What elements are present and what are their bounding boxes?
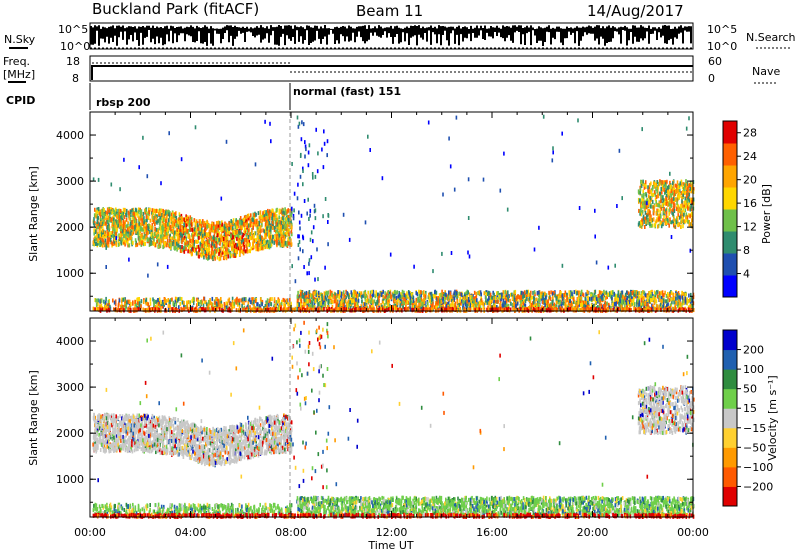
colorbar-segment	[723, 165, 737, 188]
noise-tick-left-top: 10^5	[58, 23, 88, 36]
noise-panel	[89, 22, 694, 50]
colorbar-tick-label: −15	[743, 422, 766, 435]
time-axis-label: Time UT	[367, 539, 413, 552]
noise-tick-left-bottom: 10^0	[60, 40, 90, 53]
date-label: 14/Aug/2017	[587, 2, 684, 20]
freq-tick-bottom: 8	[72, 72, 79, 85]
colorbar-tick-label: 24	[743, 150, 757, 163]
velocity-scatter	[92, 320, 695, 519]
beam-label: Beam 11	[356, 2, 423, 20]
x-tick-label: 16:00	[476, 526, 508, 539]
colorbar-tick-label: −200	[743, 480, 773, 493]
power-ylabel: Slant Range [km]	[27, 166, 40, 262]
freq-label-line1: Freq.	[3, 55, 30, 68]
nave-tick-bottom: 0	[708, 72, 715, 85]
colorbar-segment	[723, 143, 737, 166]
velocity-axes: 1000 2000 3000 4000	[56, 318, 694, 517]
velocity-ylabel: Slant Range [km]	[27, 370, 40, 466]
colorbar-tick-label: 20	[743, 174, 757, 187]
noise-tick-right-bottom: 10^0	[707, 40, 737, 53]
nsearch-label: N.Search	[746, 31, 796, 44]
velocity-panel: 1000 2000 3000 4000	[56, 317, 695, 519]
velocity-colorbar: 200 100 50 15 −15 −50 −100 −200	[722, 329, 773, 507]
freq-label-line2: [MHz]	[3, 68, 35, 81]
y-tick-label: 2000	[56, 427, 84, 440]
colorbar-segment	[723, 388, 737, 409]
colorbar-segment	[723, 486, 737, 507]
colorbar-tick-label: 12	[743, 221, 757, 234]
colorbar-segment	[723, 209, 737, 232]
noise-tick-right-top: 10^5	[707, 23, 737, 36]
colorbar-tick-label: 16	[743, 197, 757, 210]
velocity-colorbar-label: Velocity [m s⁻¹]	[766, 375, 779, 460]
cpid-label: CPID	[6, 94, 35, 107]
colorbar-tick-label: 50	[743, 383, 757, 396]
colorbar-segment	[723, 369, 737, 390]
freq-nave-panel	[89, 55, 694, 82]
freq-tick-top: 18	[66, 55, 80, 68]
nave-label: Nave	[752, 65, 780, 78]
colorbar-tick-label: 200	[743, 344, 764, 357]
y-tick-label: 4000	[56, 335, 84, 348]
x-tick-label: 00:00	[74, 526, 106, 539]
colorbar-segment	[723, 231, 737, 254]
colorbar-segment	[723, 253, 737, 276]
power-colorbar-label: Power [dB]	[760, 184, 773, 244]
colorbar-segment	[723, 330, 737, 351]
cpid-first: rbsp 200	[96, 96, 151, 109]
plot-title: Buckland Park (fitACF)	[92, 0, 259, 18]
power-panel: 1000 2000 3000 4000	[56, 111, 695, 313]
colorbar-segment	[723, 121, 737, 144]
colorbar-tick-label: 100	[743, 363, 764, 376]
cpid-second: normal (fast) 151	[293, 85, 401, 98]
colorbar-segment	[723, 349, 737, 370]
y-tick-label: 2000	[56, 221, 84, 234]
colorbar-tick-label: −50	[743, 441, 766, 454]
colorbar-segment	[723, 187, 737, 210]
colorbar-segment	[723, 447, 737, 468]
y-tick-label: 4000	[56, 129, 84, 142]
power-scatter	[92, 114, 695, 313]
colorbar-segment	[723, 427, 737, 448]
y-tick-label: 1000	[56, 267, 84, 280]
colorbar-tick-label: 15	[743, 402, 757, 415]
x-tick-label: 04:00	[175, 526, 207, 539]
colorbar-tick-label: 4	[743, 268, 750, 281]
colorbar-tick-label: 8	[743, 244, 750, 257]
nsky-label: N.Sky	[4, 33, 36, 46]
colorbar-segment	[723, 275, 737, 298]
y-tick-label: 1000	[56, 473, 84, 486]
time-axis: 00:00 04:00 08:00 12:00 16:00 20:00 00:00	[74, 526, 709, 539]
noise-bars	[90, 25, 692, 46]
y-tick-label: 3000	[56, 381, 84, 394]
power-axes: 1000 2000 3000 4000	[56, 112, 694, 311]
x-tick-label: 12:00	[376, 526, 408, 539]
colorbar-tick-label: 28	[743, 127, 757, 140]
colorbar-tick-label: −100	[743, 461, 773, 474]
y-tick-label: 3000	[56, 175, 84, 188]
power-colorbar: 4 8 12 16 20 24 28	[722, 120, 757, 298]
x-tick-label: 08:00	[275, 526, 307, 539]
x-tick-label: 20:00	[577, 526, 609, 539]
noise-trace	[90, 25, 692, 46]
colorbar-segment	[723, 408, 737, 429]
nave-tick-top: 60	[708, 55, 722, 68]
x-tick-label: 00:00	[677, 526, 709, 539]
colorbar-segment	[723, 466, 737, 487]
freq-trace	[91, 65, 693, 80]
